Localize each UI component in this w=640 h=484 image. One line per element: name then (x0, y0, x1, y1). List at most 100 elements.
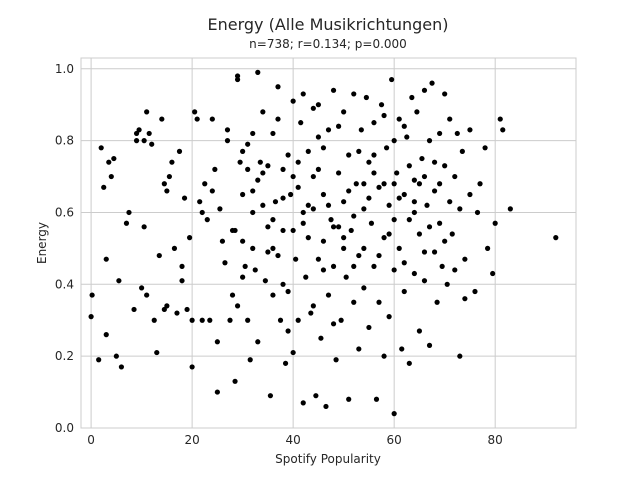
scatter-point (361, 245, 367, 251)
scatter-point (245, 141, 251, 147)
scatter-point (325, 292, 332, 298)
scatter-point (315, 102, 321, 108)
scatter-point (270, 292, 276, 298)
scatter-point (207, 317, 213, 323)
scatter-point (553, 235, 559, 241)
scatter-point (351, 91, 357, 97)
scatter-point (336, 224, 342, 230)
scatter-point (416, 181, 423, 187)
scatter-point (257, 159, 263, 165)
scatter-point (442, 163, 448, 169)
scatter-point (366, 195, 372, 201)
scatter-point (240, 274, 246, 280)
scatter-point (396, 116, 402, 122)
scatter-point (103, 256, 109, 262)
scatter-point (386, 314, 392, 320)
scatter-point (285, 328, 291, 334)
scatter-point (330, 321, 337, 327)
scatter-point (250, 188, 256, 194)
scatter-point (320, 145, 327, 151)
scatter-point (315, 166, 321, 172)
scatter-point (290, 173, 296, 180)
scatter-point (371, 152, 377, 158)
scatter-point (330, 224, 337, 230)
scatter-point (275, 252, 281, 259)
scatter-point (426, 224, 433, 230)
scatter-point (285, 288, 291, 295)
scatter-point (136, 127, 142, 133)
scatter-point (485, 245, 491, 251)
scatter-point (164, 188, 170, 194)
scatter-point (280, 166, 286, 172)
scatter-point (290, 227, 296, 234)
scatter-point (308, 310, 314, 316)
scatter-point (240, 148, 246, 154)
scatter-point (275, 84, 281, 90)
scatter-point (186, 235, 193, 241)
scatter-point (234, 73, 241, 79)
scatter-point (371, 120, 377, 126)
x-tick-label: 0 (87, 433, 95, 447)
scatter-point (333, 357, 339, 363)
scatter-point (219, 238, 226, 244)
y-axis-label: Energy (35, 222, 49, 264)
scatter-point (194, 116, 200, 122)
scatter-point (139, 285, 145, 291)
scatter-point (406, 360, 412, 366)
scatter-point (151, 317, 157, 323)
scatter-point (391, 411, 397, 417)
scatter-point (310, 105, 316, 111)
scatter-point (442, 91, 448, 97)
y-tick-label: 0.2 (55, 349, 74, 363)
scatter-point (310, 173, 316, 180)
scatter-point (325, 202, 332, 208)
scatter-point (300, 220, 306, 226)
scatter-point (103, 332, 109, 338)
scatter-point (341, 109, 347, 115)
scatter-point (245, 317, 251, 323)
scatter-point (431, 159, 438, 165)
scatter-point (336, 123, 342, 129)
scatter-point (341, 245, 347, 251)
scatter-point (270, 217, 276, 223)
scatter-point (363, 94, 369, 101)
chart-subtitle: n=738; r=0.134; p=0.000 (249, 37, 407, 51)
scatter-point (411, 177, 417, 183)
scatter-point (300, 209, 306, 216)
scatter-point (262, 278, 268, 284)
scatter-point (449, 231, 455, 237)
scatter-point (381, 235, 387, 241)
scatter-point (310, 206, 316, 212)
scatter-point (409, 94, 415, 101)
scatter-point (224, 127, 231, 133)
scatter-point (497, 116, 503, 122)
scatter-point (300, 400, 306, 406)
scatter-point (199, 317, 205, 323)
scatter-point (462, 296, 468, 302)
scatter-point (341, 235, 347, 241)
scatter-point (439, 263, 445, 269)
scatter-point (437, 220, 443, 226)
scatter-point (421, 249, 428, 255)
scatter-point (146, 130, 152, 137)
scatter-point (353, 181, 359, 187)
scatter-point (288, 191, 294, 198)
scatter-point (106, 159, 112, 165)
scatter-point (164, 303, 170, 309)
scatter-point (381, 112, 387, 119)
scatter-point (361, 285, 367, 291)
scatter-point (376, 184, 382, 190)
scatter-point (255, 177, 261, 183)
scatter-point (250, 130, 256, 137)
scatter-point (280, 227, 286, 234)
scatter-point (260, 109, 266, 115)
scatter-point (272, 199, 279, 205)
scatter-point (366, 324, 372, 331)
scatter-point (295, 184, 301, 190)
scatter-point (154, 349, 160, 356)
scatter-point (472, 288, 478, 295)
scatter-point (118, 364, 125, 370)
scatter-point (421, 87, 428, 93)
